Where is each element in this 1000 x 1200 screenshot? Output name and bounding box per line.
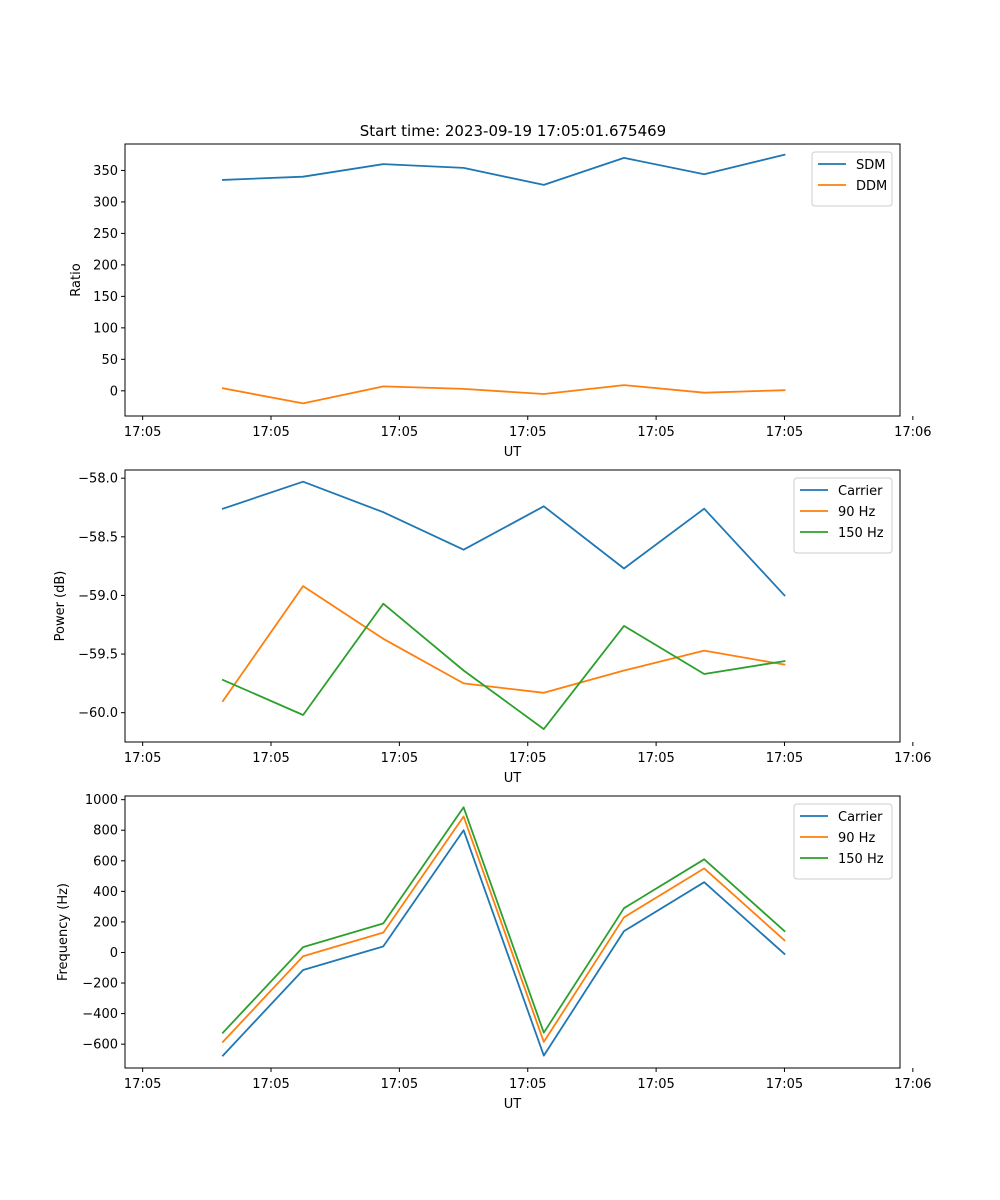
x-tick-label: 17:06	[894, 751, 931, 766]
legend-box	[793, 477, 893, 554]
legend-label: Carrier	[838, 484, 883, 499]
y-tick-label: −59.0	[78, 589, 118, 604]
legend-label: Carrier	[838, 810, 883, 825]
x-tick-label: 17:05	[124, 751, 161, 766]
legend-label: DDM	[856, 179, 887, 194]
chart-panels: 0 50 100 150 200 250 300 350 17:05 17:05 17:05 17:0…	[53, 143, 932, 1112]
legend-label: 90 Hz	[838, 505, 875, 520]
y-tick-label: −60.0	[78, 706, 118, 721]
x-tick-label: 17:05	[252, 425, 289, 440]
figure-title: Start time: 2023-09-19 17:05:01.675469	[360, 122, 666, 140]
axes-frame	[124, 795, 901, 1069]
y-tick-label: 0	[110, 946, 118, 961]
y-tick-label: −200	[82, 977, 118, 992]
x-axis-label: UT	[504, 1097, 522, 1112]
y-tick-label: 0	[110, 384, 118, 399]
legend-label: 90 Hz	[838, 831, 875, 846]
y-tick-label: −600	[82, 1038, 118, 1053]
series-line-ddm	[221, 384, 786, 405]
y-tick-label: 100	[93, 321, 118, 336]
x-tick-label: 17:05	[124, 425, 161, 440]
x-tick-label: 17:05	[766, 1077, 803, 1092]
series-line-carrier	[221, 480, 786, 597]
y-tick-label: −400	[82, 1007, 118, 1022]
legend-label: SDM	[856, 158, 885, 173]
x-tick-label: 17:05	[637, 1077, 674, 1092]
series-line-90-hz	[221, 585, 786, 703]
x-tick-label: 17:05	[766, 425, 803, 440]
series-line-150-hz	[221, 602, 786, 730]
x-tick-label: 17:05	[252, 751, 289, 766]
x-tick-label: 17:05	[252, 1077, 289, 1092]
x-tick-label: 17:06	[894, 1077, 931, 1092]
y-axis-label: Frequency (Hz)	[56, 883, 71, 981]
y-tick-label: 50	[101, 353, 118, 368]
x-axis-label: UT	[504, 771, 522, 786]
y-tick-label: 400	[93, 885, 118, 900]
x-tick-label: 17:05	[637, 751, 674, 766]
legend-box	[811, 151, 893, 207]
chart-panel-2: −60.0 −59.5 −59.0 −58.5 −58.0 17:05 17:05 17:05…	[53, 469, 932, 786]
y-axis-label: Power (dB)	[53, 571, 68, 642]
legend-label: 150 Hz	[838, 526, 884, 541]
series-line-90-hz	[221, 815, 786, 1044]
x-tick-label: 17:05	[509, 1077, 546, 1092]
x-tick-label: 17:05	[637, 425, 674, 440]
series-line-carrier	[221, 829, 786, 1057]
y-tick-label: 250	[93, 227, 118, 242]
y-tick-label: 200	[93, 915, 118, 930]
series-line-sdm	[221, 153, 786, 186]
y-tick-label: 1000	[85, 793, 118, 808]
y-tick-label: 600	[93, 854, 118, 869]
y-axis-label: Ratio	[69, 263, 84, 296]
y-tick-label: 350	[93, 164, 118, 179]
legend-label: 150 Hz	[838, 852, 884, 867]
axes-frame	[124, 143, 901, 417]
series-line-150-hz	[221, 806, 786, 1034]
y-tick-label: 200	[93, 258, 118, 273]
y-tick-label: −58.5	[78, 530, 118, 545]
x-tick-label: 17:06	[894, 425, 931, 440]
x-tick-label: 17:05	[509, 425, 546, 440]
chart-panel-3: −600 −400 −200 0 200 400 600 800 1000 17:05 17:05 1…	[56, 793, 932, 1112]
x-tick-label: 17:05	[509, 751, 546, 766]
y-tick-label: −58.0	[78, 472, 118, 487]
x-tick-label: 17:05	[381, 1077, 418, 1092]
x-tick-label: 17:05	[766, 751, 803, 766]
x-tick-label: 17:05	[381, 751, 418, 766]
y-tick-label: −59.5	[78, 648, 118, 663]
legend-box	[793, 803, 893, 880]
x-axis-label: UT	[504, 445, 522, 460]
y-tick-label: 300	[93, 195, 118, 210]
x-tick-label: 17:05	[124, 1077, 161, 1092]
y-tick-label: 150	[93, 290, 118, 305]
chart-panel-1: 0 50 100 150 200 250 300 350 17:05 17:05 17:05 17:0…	[69, 143, 932, 460]
axes-frame	[124, 469, 901, 743]
y-tick-label: 800	[93, 824, 118, 839]
x-tick-label: 17:05	[381, 425, 418, 440]
